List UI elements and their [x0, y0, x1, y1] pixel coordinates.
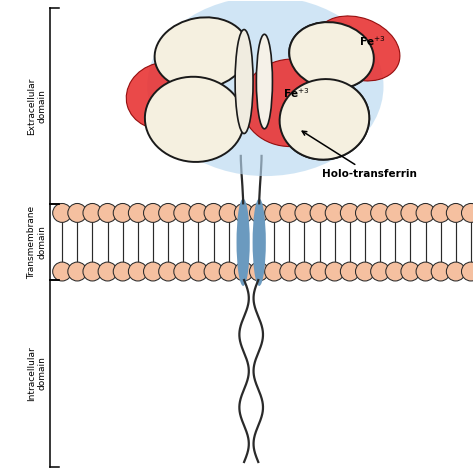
Circle shape — [219, 203, 238, 222]
Circle shape — [416, 262, 435, 281]
Circle shape — [83, 262, 102, 281]
Circle shape — [204, 262, 223, 281]
Ellipse shape — [289, 22, 374, 89]
Ellipse shape — [235, 29, 253, 133]
Circle shape — [189, 262, 208, 281]
Ellipse shape — [289, 22, 374, 89]
Circle shape — [204, 203, 223, 222]
Circle shape — [295, 262, 314, 281]
Text: Fe$^{+3}$: Fe$^{+3}$ — [283, 86, 309, 100]
Circle shape — [68, 203, 87, 222]
Circle shape — [280, 262, 299, 281]
Circle shape — [98, 203, 117, 222]
Circle shape — [340, 203, 359, 222]
Ellipse shape — [237, 199, 250, 286]
Circle shape — [174, 262, 193, 281]
Circle shape — [144, 203, 163, 222]
Circle shape — [431, 203, 450, 222]
Circle shape — [128, 203, 147, 222]
Circle shape — [462, 203, 474, 222]
Circle shape — [356, 262, 374, 281]
Text: Transmembrane
domain: Transmembrane domain — [27, 206, 47, 279]
Circle shape — [416, 203, 435, 222]
Ellipse shape — [145, 77, 244, 162]
Circle shape — [386, 262, 405, 281]
Ellipse shape — [242, 59, 341, 147]
Circle shape — [264, 262, 283, 281]
Circle shape — [174, 203, 193, 222]
Circle shape — [159, 262, 178, 281]
Circle shape — [371, 262, 390, 281]
Circle shape — [189, 203, 208, 222]
Circle shape — [340, 262, 359, 281]
Circle shape — [83, 203, 102, 222]
Text: Holo-transferrin: Holo-transferrin — [302, 131, 417, 179]
Circle shape — [280, 203, 299, 222]
Ellipse shape — [253, 199, 266, 286]
Ellipse shape — [155, 17, 248, 89]
Circle shape — [98, 262, 117, 281]
Circle shape — [356, 203, 374, 222]
Circle shape — [431, 262, 450, 281]
Circle shape — [128, 262, 147, 281]
Circle shape — [401, 203, 420, 222]
Circle shape — [159, 203, 178, 222]
Circle shape — [219, 262, 238, 281]
Circle shape — [310, 262, 329, 281]
Circle shape — [386, 203, 405, 222]
Circle shape — [113, 262, 132, 281]
Circle shape — [113, 203, 132, 222]
Circle shape — [401, 262, 420, 281]
Circle shape — [295, 203, 314, 222]
Circle shape — [462, 262, 474, 281]
Text: Intracellular
domain: Intracellular domain — [27, 346, 47, 401]
Circle shape — [325, 203, 344, 222]
Circle shape — [310, 203, 329, 222]
Circle shape — [325, 262, 344, 281]
Ellipse shape — [315, 16, 400, 81]
Circle shape — [447, 262, 465, 281]
Circle shape — [249, 203, 268, 222]
Circle shape — [234, 203, 253, 222]
Circle shape — [264, 203, 283, 222]
Circle shape — [249, 262, 268, 281]
Ellipse shape — [280, 79, 369, 160]
Circle shape — [447, 203, 465, 222]
Circle shape — [53, 262, 72, 281]
Ellipse shape — [256, 34, 273, 129]
Circle shape — [53, 203, 72, 222]
Ellipse shape — [280, 79, 369, 160]
Circle shape — [144, 262, 163, 281]
Text: Fe$^{+3}$: Fe$^{+3}$ — [358, 35, 385, 48]
Circle shape — [371, 203, 390, 222]
Circle shape — [68, 262, 87, 281]
Ellipse shape — [147, 0, 383, 176]
Circle shape — [234, 262, 253, 281]
Text: Extracellular
domain: Extracellular domain — [27, 78, 47, 135]
Ellipse shape — [126, 62, 201, 129]
